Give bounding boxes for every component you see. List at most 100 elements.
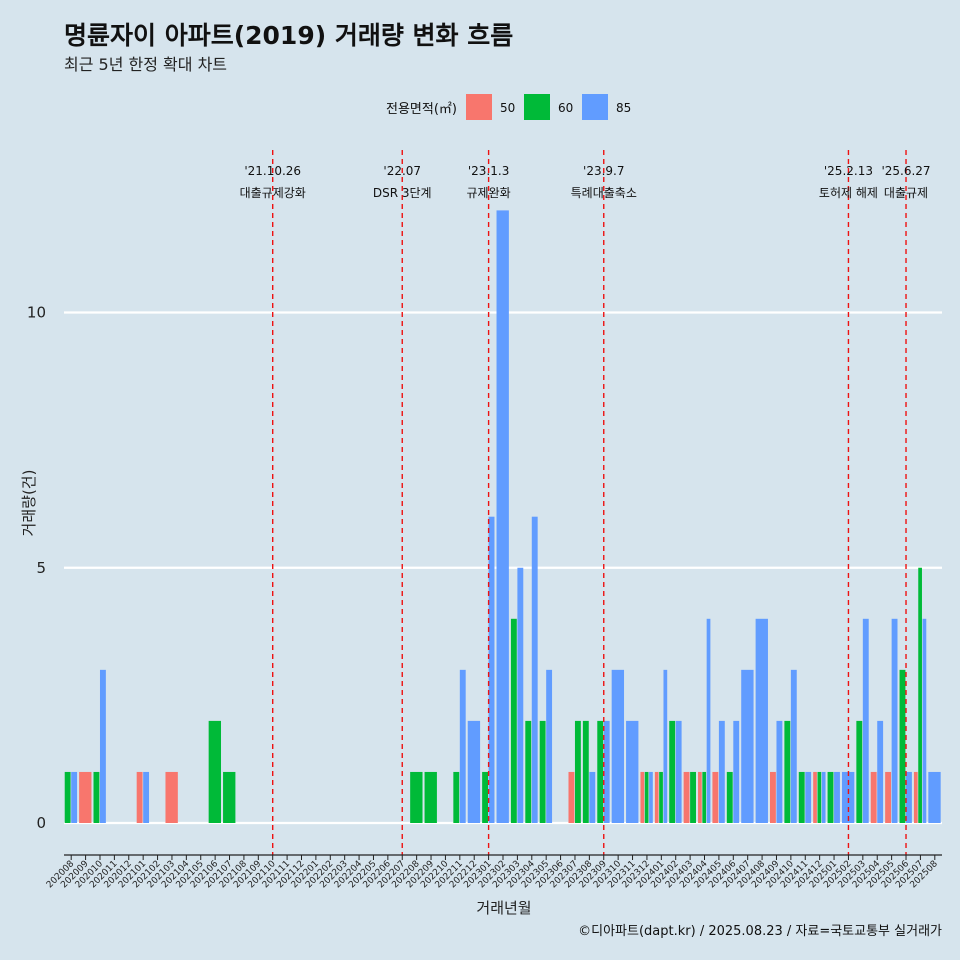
bar-202408-85 [755, 618, 768, 823]
bar-202107-60 [223, 771, 236, 823]
legend-label-85: 85 [616, 101, 631, 115]
event-date: '23.1.3 [468, 164, 509, 178]
bar-202312-50 [640, 771, 645, 823]
x-axis: 2020082020092020102020112020122021012021… [45, 854, 942, 890]
grid-lines: 0 5 10 [27, 304, 942, 832]
bar-202405-50 [712, 771, 719, 823]
bar-202008-85 [71, 771, 78, 823]
event-label: DSR 3단계 [373, 186, 432, 200]
bar-202303-85 [517, 567, 524, 823]
bar-202312-85 [649, 771, 653, 823]
bar-202507-60 [918, 567, 922, 823]
bar-202304-85 [531, 516, 538, 823]
bar-202211-60 [453, 771, 460, 823]
bar-202211-85 [459, 669, 466, 823]
legend-key-85 [582, 94, 608, 120]
event-label: 대출규제강화 [240, 186, 306, 200]
bar-202301-60 [482, 771, 489, 823]
bar-202010-85 [99, 669, 106, 823]
bar-202501-85 [834, 771, 840, 823]
bar-202506-85 [906, 771, 912, 823]
bar-202305-60 [539, 720, 546, 823]
bar-202401-60 [659, 771, 663, 823]
bar-202502-85 [841, 771, 855, 823]
event-date: '25.6.27 [881, 164, 930, 178]
bar-202411-60 [798, 771, 805, 823]
bar-202402-60 [669, 720, 676, 823]
legend-title: 전용면적(㎡) [386, 102, 457, 117]
event-label: 대출규제 [884, 186, 928, 200]
bar-202302-85 [496, 210, 509, 823]
event-date: '22.07 [383, 164, 421, 178]
bar-202505-50 [885, 771, 892, 823]
bar-202412-50 [813, 771, 817, 823]
y-axis-title: 거래량(건) [20, 470, 38, 537]
bar-202304-60 [525, 720, 532, 823]
bar-202410-60 [784, 720, 791, 823]
chart-title: 명륜자이 아파트(2019) 거래량 변화 흐름 [64, 21, 513, 50]
bar-202410-85 [790, 669, 797, 823]
bar-202503-60 [856, 720, 863, 823]
bar-202405-85 [718, 720, 725, 823]
bar-202505-85 [891, 618, 898, 823]
bar-202508-85 [928, 771, 941, 823]
bar-202208-60 [410, 771, 423, 823]
event-markers: '21.10.26 대출규제강화 '22.07 DSR 3단계 '23.1.3 규제완화 '… [240, 150, 931, 855]
chart-caption: ©디아파트(dapt.kr) / 2025.08.23 / 자료=국토교통부 실… [578, 924, 942, 939]
bar-202301-85 [488, 516, 495, 823]
bar-202404-50 [698, 771, 702, 823]
bar-202307-60 [574, 720, 581, 823]
event-label: 토허제 해제 [819, 186, 878, 200]
bar-202409-50 [769, 771, 776, 823]
event-label: 규제완화 [467, 186, 511, 200]
legend-label-60: 60 [558, 101, 573, 115]
event-label: 특례대출축소 [571, 186, 637, 200]
bar-202507-85 [922, 618, 927, 823]
bar-202310-85 [611, 669, 625, 823]
bar-202506-60 [899, 669, 906, 823]
bar-202303-60 [510, 618, 517, 823]
y-tick-label: 0 [36, 814, 46, 832]
y-tick-label: 10 [27, 304, 46, 322]
bar-202504-50 [870, 771, 877, 823]
legend-key-50 [466, 94, 492, 120]
bars [64, 210, 941, 823]
bar-202305-85 [546, 669, 553, 823]
bar-202407-85 [741, 669, 754, 823]
bar-202009-50 [79, 771, 92, 823]
bar-202402-85 [675, 720, 682, 823]
bar-202503-85 [862, 618, 869, 823]
bar-202412-60 [817, 771, 822, 823]
bar-202308-60 [582, 720, 589, 823]
legend-label-50: 50 [500, 101, 515, 115]
bar-202412-85 [821, 771, 826, 823]
legend: 전용면적(㎡) 50 60 85 [386, 94, 631, 120]
bar-202406-60 [726, 771, 733, 823]
bar-202401-85 [663, 669, 668, 823]
bar-202106-60 [208, 720, 222, 823]
bar-202308-85 [589, 771, 596, 823]
event-date: '23.9.7 [583, 164, 624, 178]
bar-202309-85 [603, 720, 610, 823]
bar-202311-85 [626, 720, 639, 823]
bar-202411-85 [805, 771, 812, 823]
bar-202401-50 [654, 771, 659, 823]
bar-202409-85 [776, 720, 783, 823]
bar-202307-50 [568, 771, 575, 823]
bar-202103-50 [165, 771, 178, 823]
bar-202010-60 [93, 771, 100, 823]
bar-202501-60 [827, 771, 834, 823]
event-date: '21.10.26 [244, 164, 301, 178]
bar-202101-50 [136, 771, 143, 823]
bar-202212-85 [467, 720, 481, 823]
y-tick-label: 5 [36, 559, 46, 577]
bar-202404-85 [706, 618, 711, 823]
bar-202403-50 [683, 771, 690, 823]
bar-202101-85 [143, 771, 150, 823]
bar-202403-60 [690, 771, 696, 823]
bar-202209-60 [424, 771, 437, 823]
bar-202008-60 [64, 771, 71, 823]
event-date: '25.2.13 [824, 164, 873, 178]
